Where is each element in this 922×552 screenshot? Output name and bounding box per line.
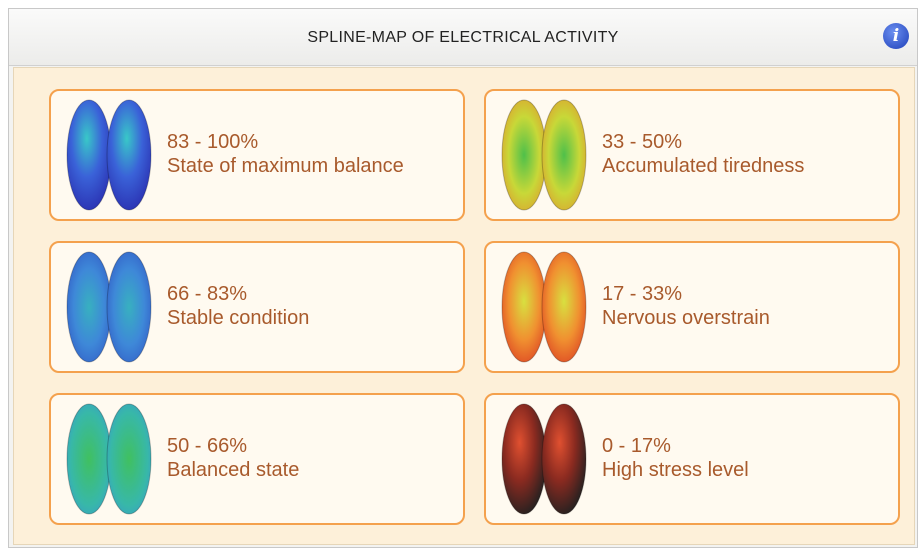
hemisphere [67,252,111,362]
hemisphere [542,100,586,210]
card-range: 33 - 50% [602,131,682,154]
card-range: 0 - 17% [602,435,671,458]
card-label: Stable condition [167,307,309,330]
card-range: 50 - 66% [167,435,247,458]
legend-card: 17 - 33%Nervous overstrain [484,241,900,373]
hemisphere [502,252,546,362]
brain-map [496,400,592,518]
brain-map [61,96,157,214]
brain-map [496,248,592,366]
window: SPLINE-MAP OF ELECTRICAL ACTIVITY i 83 -… [8,8,918,548]
brain-map [61,400,157,518]
card-range: 66 - 83% [167,283,247,306]
legend-card: 66 - 83%Stable condition [49,241,465,373]
hemisphere [502,100,546,210]
card-label: Balanced state [167,459,299,482]
card-label: High stress level [602,459,749,482]
info-button[interactable]: i [883,23,909,49]
legend-card: 33 - 50%Accumulated tiredness [484,89,900,221]
header: SPLINE-MAP OF ELECTRICAL ACTIVITY i [9,9,917,66]
legend-card: 0 - 17%High stress level [484,393,900,525]
hemisphere [67,100,111,210]
legend-card: 50 - 66%Balanced state [49,393,465,525]
legend-card: 83 - 100%State of maximum balance [49,89,465,221]
brain-map [61,248,157,366]
card-label: State of maximum balance [167,155,404,178]
hemisphere [542,404,586,514]
hemisphere [107,404,151,514]
card-range: 83 - 100% [167,131,258,154]
title: SPLINE-MAP OF ELECTRICAL ACTIVITY [9,29,917,47]
hemisphere [107,100,151,210]
brain-map [496,96,592,214]
hemisphere [67,404,111,514]
card-range: 17 - 33% [602,283,682,306]
card-label: Nervous overstrain [602,307,770,330]
hemisphere [502,404,546,514]
card-label: Accumulated tiredness [602,155,804,178]
hemisphere [107,252,151,362]
hemisphere [542,252,586,362]
